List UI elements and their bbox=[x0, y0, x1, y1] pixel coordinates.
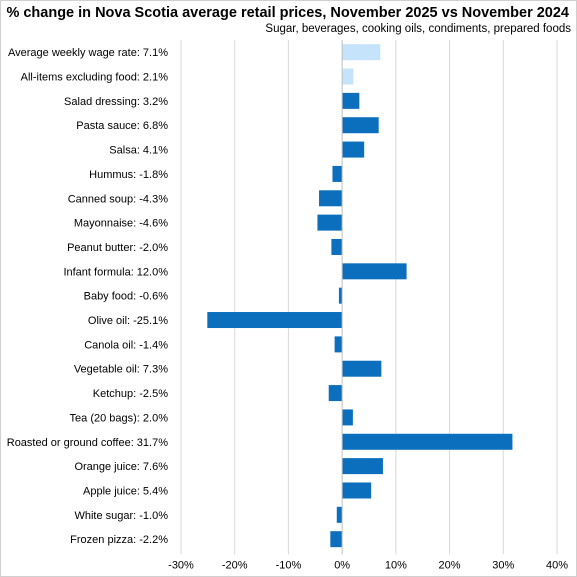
chart-title: % change in Nova Scotia average retail p… bbox=[6, 5, 569, 21]
category-label: Olive oil: -25.1% bbox=[88, 315, 168, 327]
x-tick-label: 40% bbox=[546, 559, 568, 571]
bar bbox=[342, 44, 381, 61]
x-tick-label: 30% bbox=[492, 559, 514, 571]
category-label: Average weekly wage rate: 7.1% bbox=[8, 47, 168, 59]
bar bbox=[342, 117, 379, 134]
category-label: Hummus: -1.8% bbox=[89, 169, 168, 181]
category-label: Pasta sauce: 6.8% bbox=[76, 120, 168, 132]
x-tick-label: -20% bbox=[222, 559, 248, 571]
x-tick-label: 20% bbox=[439, 559, 461, 571]
bar bbox=[338, 287, 343, 304]
bar bbox=[336, 506, 343, 523]
category-label: Mayonnaise: -4.6% bbox=[74, 218, 168, 230]
chart-subtitle: Sugar, beverages, cooking oils, condimen… bbox=[265, 23, 571, 35]
x-tick-label: -30% bbox=[168, 559, 194, 571]
category-label: Orange juice: 7.6% bbox=[74, 461, 168, 473]
category-label: Ketchup: -2.5% bbox=[93, 388, 168, 400]
category-label: Tea (20 bags): 2.0% bbox=[70, 412, 169, 424]
category-label: All-items excluding food: 2.1% bbox=[21, 72, 169, 84]
category-label: Peanut butter: -2.0% bbox=[67, 242, 168, 254]
category-label: Baby food: -0.6% bbox=[84, 291, 169, 303]
category-label: Canned soup: -4.3% bbox=[68, 193, 169, 205]
category-label: Salsa: 4.1% bbox=[109, 145, 168, 157]
bar bbox=[317, 214, 343, 231]
bar bbox=[319, 190, 343, 207]
bar bbox=[342, 360, 382, 377]
bar bbox=[342, 92, 360, 109]
category-label: Infant formula: 12.0% bbox=[63, 266, 168, 278]
bar bbox=[342, 458, 383, 475]
bar bbox=[342, 482, 372, 499]
bar bbox=[334, 336, 343, 353]
bar bbox=[332, 165, 343, 182]
bar bbox=[330, 531, 343, 548]
bar bbox=[342, 263, 407, 280]
bar bbox=[207, 312, 343, 329]
category-label: Salad dressing: 3.2% bbox=[64, 96, 168, 108]
bar bbox=[331, 238, 343, 255]
bar bbox=[342, 433, 513, 450]
bar bbox=[342, 409, 353, 426]
category-label: Vegetable oil: 7.3% bbox=[74, 364, 168, 376]
x-tick-label: 0% bbox=[334, 559, 350, 571]
bar bbox=[342, 68, 354, 85]
category-label: Roasted or ground coffee: 31.7% bbox=[7, 437, 168, 449]
category-label: Apple juice: 5.4% bbox=[83, 485, 168, 497]
category-label: White sugar: -1.0% bbox=[74, 510, 168, 522]
category-label: Canola oil: -1.4% bbox=[84, 339, 168, 351]
category-label: Frozen pizza: -2.2% bbox=[70, 534, 168, 546]
bar bbox=[328, 385, 343, 402]
x-tick-label: -10% bbox=[276, 559, 302, 571]
x-tick-label: 10% bbox=[385, 559, 407, 571]
bar bbox=[342, 141, 365, 158]
